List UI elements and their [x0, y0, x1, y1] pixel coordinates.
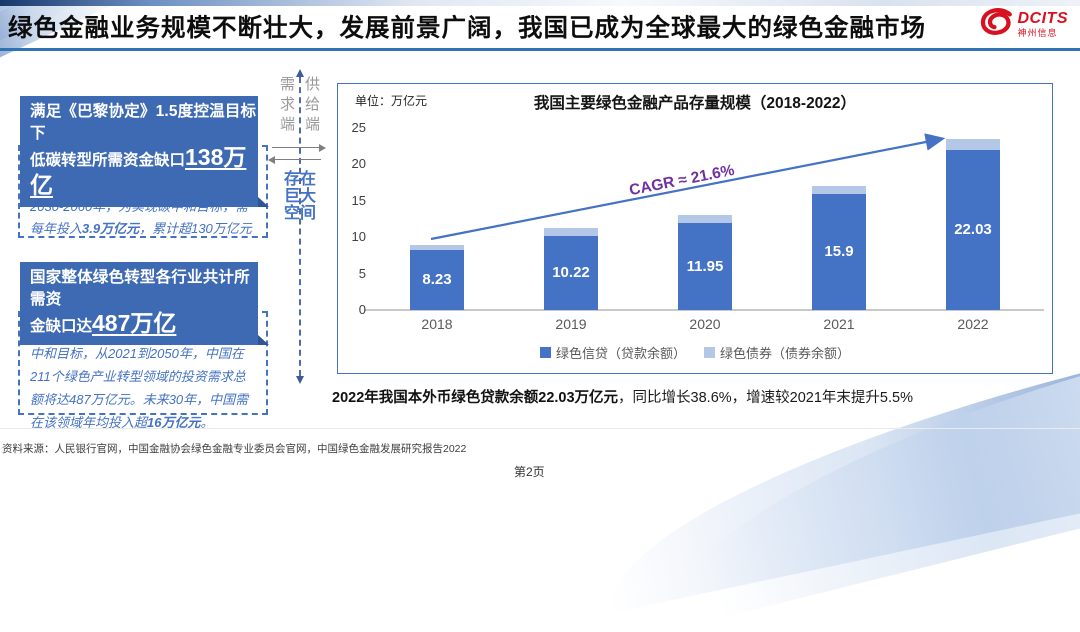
legend-item-credit: 绿色信贷（贷款余额） [539, 343, 686, 362]
gap-box2-heading-prefix: 金缺口达 [30, 318, 93, 335]
bar-value-label: 10.22 [552, 263, 590, 281]
divider-dashed-line [299, 77, 301, 376]
text-segment: 3.9万亿元 [82, 220, 140, 236]
gap-box2-header: 国家整体绿色转型各行业共计所需资 金缺口达487万亿 [20, 262, 269, 345]
gap-box2-heading-line2: 金缺口达487万亿 [30, 311, 258, 339]
bar-value-label: 8.23 [422, 271, 452, 289]
big-gap-label: 存在 巨大 空间 [281, 171, 319, 222]
supply-side-label: 供给端 [303, 76, 320, 136]
y-tick-label: 10 [351, 229, 366, 245]
bar-bond-2018 [410, 244, 464, 251]
gap-box1-heading-prefix: 低碳转型所需资金缺口 [30, 152, 186, 169]
arrow-left-icon [268, 155, 275, 164]
summary-text: 2022年我国本外币绿色贷款余额22.03万亿元，同比增长38.6%，增速较20… [332, 386, 913, 407]
bar-bond-2021 [812, 186, 866, 195]
footer-divider [0, 428, 1080, 429]
gap-box2-heading-number: 487万亿 [92, 310, 177, 336]
ribbon-fold [258, 197, 269, 207]
legend-item-bond: 绿色债券（债券余额） [704, 343, 850, 362]
y-tick-label: 0 [358, 302, 366, 317]
x-axis-label: 2020 [689, 316, 721, 332]
gap-box1-heading-number: 138万亿 [30, 144, 247, 198]
source-text: 资料来源：人民银行官网，中国金融协会绿色金融专业委员会官网，中国绿色金融发展研究… [2, 443, 467, 455]
gap-box2-heading-line1: 国家整体绿色转型各行业共计所需资 [30, 269, 250, 308]
text-segment: 。 [200, 415, 214, 430]
text-segment: ，同比增长38.6%，增速较2021年末提升5.5% [618, 390, 913, 406]
chart-panel: 单位：万亿元 我国主要绿色金融产品存量规模（2018-2022） 0 5 10 15 2… [337, 83, 1053, 374]
bar-credit-2022 [946, 149, 1000, 310]
arrow-right-icon [319, 143, 326, 152]
gap-label-line2: 巨大 [283, 188, 316, 205]
legend-label-credit: 绿色信贷（贷款余额） [555, 346, 686, 361]
y-tick-label: 25 [351, 120, 366, 135]
gap-label-line3: 空间 [283, 205, 316, 222]
bar-bond-2020 [678, 214, 732, 223]
gap-box1-header: 满足《巴黎协定》1.5度控温目标下 低碳转型所需资金缺口138万亿 [20, 96, 269, 207]
bar-value-label: 11.95 [686, 257, 724, 275]
arrow-up-icon [296, 69, 304, 77]
bar-credit-2018 [410, 250, 464, 310]
arrow-down-icon [296, 376, 304, 384]
gap-label-line1: 存在 [283, 171, 316, 188]
x-axis-label: 2022 [957, 316, 989, 332]
chart-title: 我国主要绿色金融产品存量规模（2018-2022） [533, 95, 857, 112]
dcits-logo: DCITS 神州信息 [980, 8, 1069, 41]
page-number: 第2页 [514, 465, 545, 479]
ribbon-fold [258, 335, 269, 345]
y-tick-label: 5 [358, 265, 366, 281]
bar-value-label: 22.03 [954, 220, 992, 238]
bar-bond-2022 [946, 138, 1000, 150]
header-divider [0, 48, 1080, 51]
chart-legend: 绿色信贷（贷款余额） 绿色债券（债券余额） [338, 343, 1052, 362]
bar-bond-2019 [544, 228, 598, 236]
arrow-right-line [272, 147, 321, 148]
demand-side-label: 需求端 [278, 76, 295, 136]
gap-box1-heading-line2: 低碳转型所需资金缺口138万亿 [30, 145, 258, 201]
cagr-annotation: CAGR ≈ 21.6% [628, 162, 736, 199]
logo-brand-text: DCITS [1017, 10, 1068, 27]
bar-credit-2019 [544, 235, 598, 310]
text-segment: 2022年我国本外币绿色贷款余额22.03万亿元 [332, 390, 619, 406]
y-tick-label: 15 [351, 192, 366, 208]
chart-unit-label: 单位：万亿元 [355, 94, 428, 108]
x-axis-label: 2021 [823, 316, 855, 332]
arrow-left-line [272, 159, 321, 160]
text-segment: ，累计超130万亿元 [139, 220, 252, 236]
text-segment: 16万亿元 [147, 415, 201, 430]
x-axis-label: 2018 [421, 316, 453, 332]
top-gradient-strip [0, 0, 1080, 6]
bar-value-label: 15.9 [824, 243, 854, 261]
x-axis-label: 2019 [555, 316, 587, 332]
legend-swatch-bond [704, 347, 715, 358]
y-tick-label: 20 [351, 156, 366, 172]
legend-swatch-credit [539, 347, 551, 358]
dcits-logo-icon [980, 8, 1014, 41]
legend-label-bond: 绿色债券（债券余额） [720, 346, 851, 361]
page-title: 绿色金融业务规模不断壮大，发展前景广阔，我国已成为全球最大的绿色金融市场 [8, 15, 926, 42]
logo-sub-text: 神州信息 [1017, 28, 1058, 38]
gap-box1-heading-line1: 满足《巴黎协定》1.5度控温目标下 [30, 103, 257, 142]
